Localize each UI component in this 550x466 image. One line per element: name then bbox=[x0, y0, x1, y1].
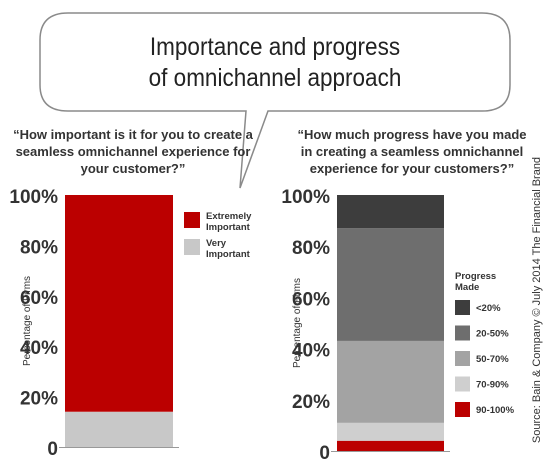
bar-segment bbox=[337, 422, 444, 441]
y-tick-label: 40% bbox=[20, 338, 58, 359]
bar-segment bbox=[337, 228, 444, 341]
legend-label: Extremely bbox=[206, 211, 252, 222]
y-tick-label: 20% bbox=[292, 392, 330, 413]
y-axis-label: Percentage of Firms bbox=[292, 278, 303, 368]
y-tick-label: 0 bbox=[319, 443, 330, 464]
legend-swatch bbox=[184, 212, 200, 228]
legend-label: <20% bbox=[476, 303, 501, 314]
legend-label: 70-90% bbox=[476, 380, 509, 391]
bar-segment bbox=[337, 440, 444, 451]
y-axis-label: Percentage of Firms bbox=[22, 276, 33, 366]
legend-label: Very bbox=[206, 238, 227, 249]
legend-label: 50-70% bbox=[476, 354, 509, 365]
legend-swatch bbox=[184, 239, 200, 255]
title-line: Importance and progress bbox=[149, 33, 401, 61]
legend-label: Important bbox=[206, 249, 251, 260]
right-question: “How much progress have you made in crea… bbox=[297, 127, 527, 176]
legend-swatch bbox=[455, 300, 470, 315]
bar-segment bbox=[337, 340, 444, 423]
y-tick-label: 60% bbox=[20, 288, 58, 309]
legend-label: Important bbox=[206, 222, 251, 233]
y-tick-label: 80% bbox=[292, 238, 330, 259]
legend-label: 20-50% bbox=[476, 329, 509, 340]
bar-segment bbox=[65, 195, 173, 412]
chart-title: Importance and progress of omnichannel a… bbox=[82, 32, 469, 94]
legend-label: 90-100% bbox=[476, 405, 515, 416]
y-tick-label: 100% bbox=[281, 187, 330, 208]
source-note: Source: Bain & Company © July 2014 The F… bbox=[531, 156, 543, 444]
y-tick-label: 80% bbox=[20, 237, 58, 258]
y-tick-label: 100% bbox=[9, 187, 58, 208]
legend-swatch bbox=[455, 402, 470, 417]
bar-segment bbox=[337, 195, 444, 229]
legend-swatch bbox=[455, 325, 470, 341]
legend-title: Progress bbox=[455, 271, 496, 282]
speech-bubble-outline bbox=[39, 12, 511, 189]
title-line: of omnichannel approach bbox=[148, 64, 402, 92]
legend-swatch bbox=[455, 351, 470, 366]
left-question: “How important is it for you to create a… bbox=[13, 127, 253, 176]
y-tick-label: 20% bbox=[20, 389, 58, 410]
y-tick-label: 40% bbox=[292, 341, 330, 362]
legend-swatch bbox=[455, 376, 470, 392]
y-tick-label: 60% bbox=[292, 289, 330, 310]
y-tick-label: 0 bbox=[47, 439, 58, 460]
bar-segment bbox=[65, 411, 173, 447]
legend-title: Made bbox=[455, 282, 479, 293]
